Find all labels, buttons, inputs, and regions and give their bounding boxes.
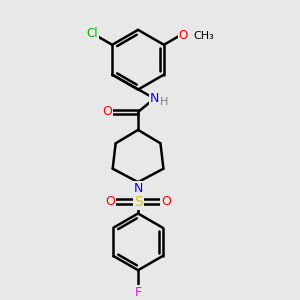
Text: O: O: [102, 106, 112, 118]
Text: N: N: [134, 182, 143, 195]
Text: H: H: [160, 97, 168, 106]
Text: O: O: [179, 29, 188, 42]
Text: N: N: [150, 92, 159, 105]
Text: F: F: [134, 286, 142, 298]
Text: O: O: [161, 195, 171, 208]
Text: S: S: [134, 194, 142, 208]
Text: CH₃: CH₃: [194, 31, 214, 41]
Text: Cl: Cl: [86, 27, 98, 40]
Text: O: O: [105, 195, 115, 208]
